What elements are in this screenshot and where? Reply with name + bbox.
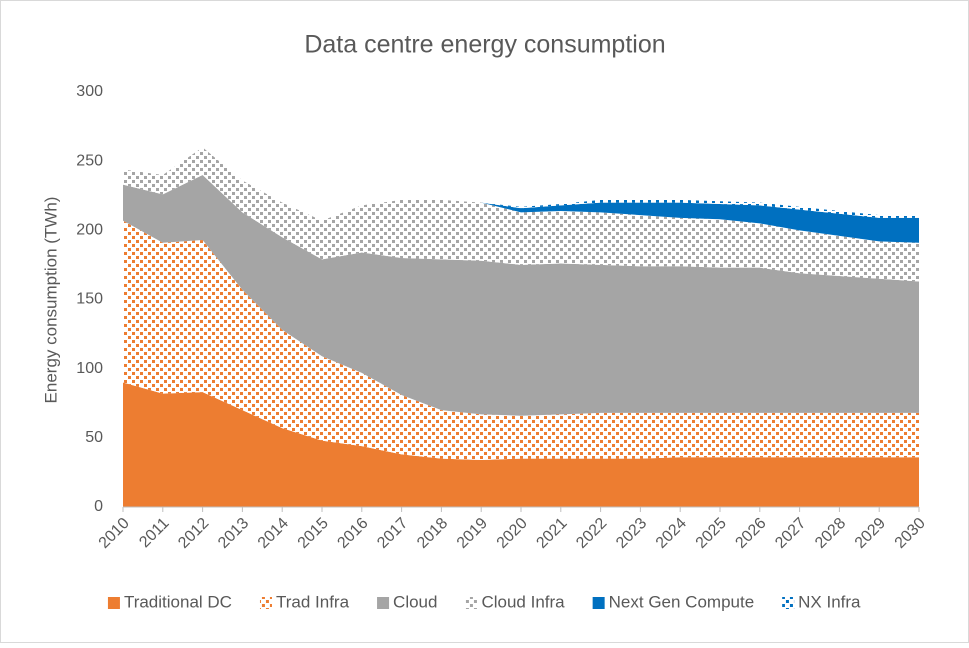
- legend-label: Cloud: [393, 592, 437, 611]
- area: [123, 147, 919, 243]
- legend-label: NX Infra: [798, 592, 861, 611]
- area: [123, 382, 919, 507]
- chart-title: Data centre energy consumption: [304, 31, 665, 59]
- legend-swatch: [465, 597, 478, 609]
- area: [123, 175, 919, 416]
- legend-label: Next Gen Compute: [609, 592, 755, 611]
- y-tick-label: 50: [85, 429, 103, 446]
- legend-swatch: [259, 597, 272, 609]
- legend-swatch: [782, 597, 795, 609]
- y-tick-label: 150: [76, 291, 103, 308]
- legend-swatch: [592, 597, 605, 609]
- y-tick-label: 250: [76, 152, 103, 169]
- y-tick-label: 300: [76, 83, 103, 100]
- y-tick-label: 0: [94, 498, 103, 515]
- legend-label: Trad Infra: [276, 592, 350, 611]
- legend-label: Cloud Infra: [481, 592, 565, 611]
- legend: Traditional DC Trad Infra Cloud Cloud Infra…: [107, 592, 861, 611]
- y-axis-label: Energy consumption (TWh): [41, 197, 60, 404]
- y-tick-label: 100: [76, 360, 103, 377]
- area: [123, 220, 919, 460]
- y-tick-label: 200: [76, 222, 103, 239]
- area: [123, 147, 919, 282]
- legend-label: Traditional DC: [124, 592, 232, 611]
- area: [123, 147, 919, 221]
- legend-swatch: [377, 597, 390, 609]
- legend-swatch: [107, 597, 120, 609]
